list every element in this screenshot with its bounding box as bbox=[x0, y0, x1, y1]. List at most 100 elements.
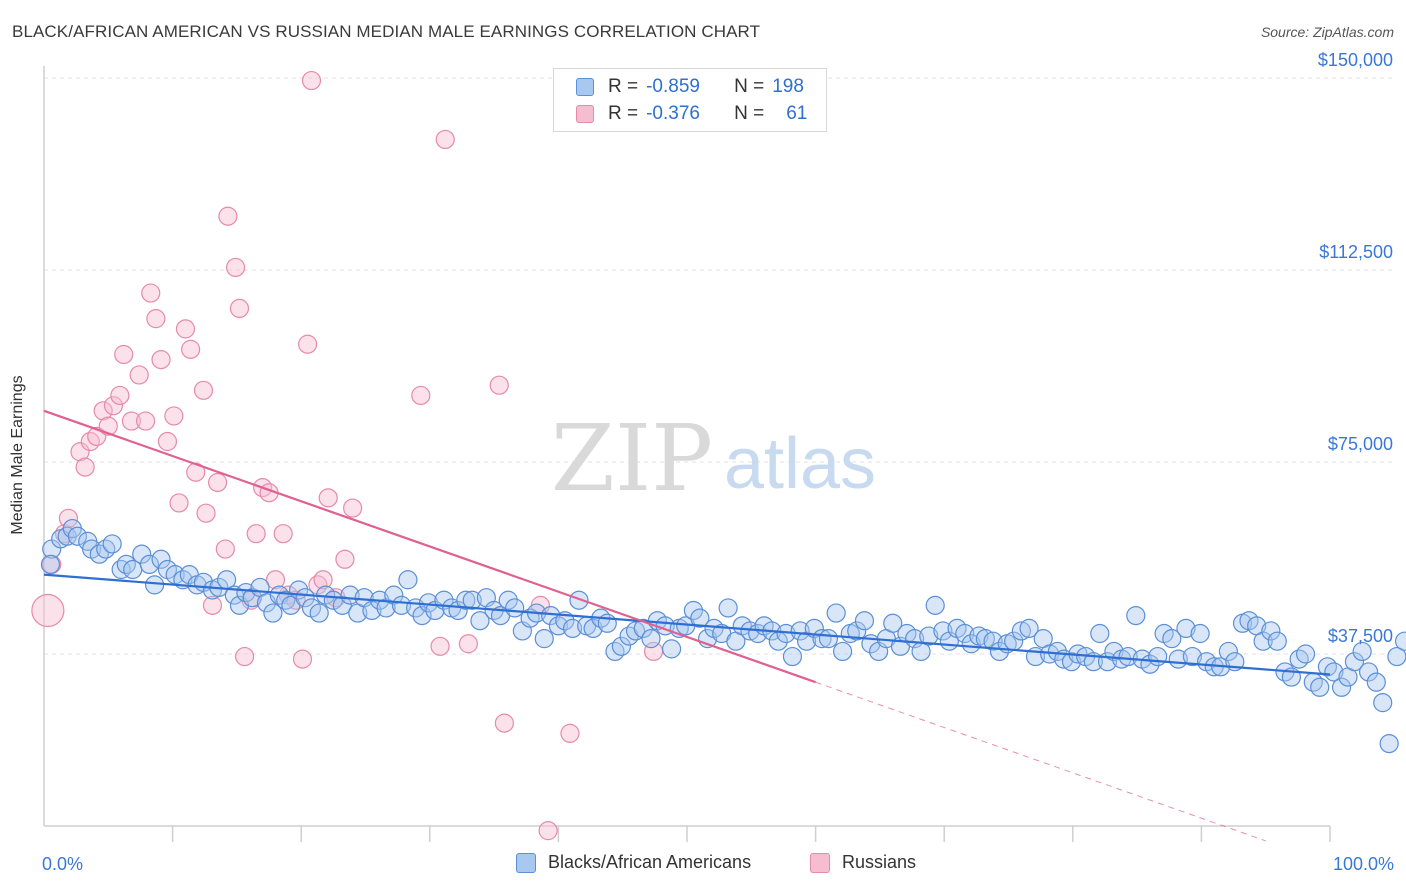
blacks-point bbox=[144, 575, 165, 595]
blacks-point bbox=[1317, 657, 1338, 677]
blacks-point bbox=[718, 598, 738, 618]
x-tick-label: 100.0% bbox=[1333, 854, 1394, 874]
russians-point bbox=[141, 283, 161, 303]
blacks-point bbox=[1148, 646, 1168, 667]
blacks-point bbox=[1324, 662, 1344, 682]
blacks-point bbox=[89, 544, 109, 564]
russians-point bbox=[226, 257, 246, 278]
russians-point bbox=[435, 129, 455, 150]
russians-point bbox=[103, 396, 124, 416]
y-tick-label: $150,000 bbox=[1318, 50, 1393, 70]
legend-r-label: R = bbox=[608, 103, 639, 124]
blacks-point bbox=[242, 588, 262, 608]
russians-point bbox=[246, 524, 266, 544]
blacks-point bbox=[116, 554, 136, 575]
russians-point bbox=[343, 498, 363, 518]
legend-n-value: 61 bbox=[786, 103, 808, 124]
blacks-point bbox=[933, 621, 953, 641]
russians-point bbox=[335, 549, 355, 569]
legend-n-label: N = bbox=[734, 76, 765, 97]
legend-swatch-pink bbox=[576, 105, 594, 123]
russians-point bbox=[75, 457, 95, 477]
russians-point bbox=[308, 575, 328, 595]
blacks-point bbox=[1352, 641, 1372, 662]
russians-point bbox=[70, 442, 90, 462]
russians-point bbox=[181, 339, 201, 359]
blacks-point bbox=[683, 600, 704, 621]
blacks-point bbox=[983, 631, 1003, 651]
russians-trend-extension bbox=[815, 681, 1266, 842]
russians-point bbox=[151, 350, 171, 370]
blacks-point bbox=[925, 595, 945, 615]
blacks-point bbox=[1218, 641, 1239, 662]
legend-item-blacks[interactable]: Blacks/African Americans bbox=[516, 852, 751, 873]
russians-point bbox=[98, 416, 118, 436]
blacks-point bbox=[362, 600, 382, 621]
blacks-point bbox=[569, 590, 589, 610]
russians-point bbox=[157, 431, 178, 452]
russians-point bbox=[215, 539, 235, 559]
legend-r-value: -0.376 bbox=[646, 103, 700, 124]
blacks-point bbox=[833, 641, 853, 662]
russians-point bbox=[489, 375, 509, 395]
russians-point bbox=[31, 593, 65, 628]
blacks-point bbox=[1267, 631, 1287, 651]
blacks-point bbox=[470, 611, 490, 631]
blacks-point bbox=[1379, 733, 1399, 754]
russians-point bbox=[196, 503, 216, 523]
blacks-point bbox=[955, 623, 975, 644]
blacks-point bbox=[534, 629, 554, 649]
russians-points bbox=[31, 70, 664, 841]
blacks-point bbox=[883, 613, 903, 633]
blacks-point bbox=[132, 544, 152, 564]
blacks-point bbox=[1295, 644, 1316, 664]
russians-point bbox=[218, 206, 238, 226]
russians-point bbox=[458, 634, 478, 654]
legend-n-label: N = bbox=[734, 103, 765, 124]
blacks-point bbox=[790, 621, 810, 641]
blacks-point bbox=[1373, 693, 1393, 713]
russians-point bbox=[292, 649, 313, 669]
blacks-point bbox=[1331, 677, 1352, 697]
blacks-point bbox=[332, 595, 352, 615]
blacks-point bbox=[854, 611, 875, 631]
legend-r-label: R = bbox=[608, 76, 639, 97]
blacks-point bbox=[1253, 631, 1273, 651]
blacks-point bbox=[1344, 652, 1365, 672]
series-legend: Blacks/African Americans Russians bbox=[0, 852, 1406, 876]
blacks-point bbox=[309, 603, 329, 623]
blacks-point bbox=[505, 598, 525, 618]
chart-title: BLACK/AFRICAN AMERICAN VS RUSSIAN MEDIAN… bbox=[12, 22, 761, 41]
russians-point bbox=[193, 380, 214, 400]
y-axis-label: Median Male Earnings bbox=[9, 375, 26, 535]
axes bbox=[43, 66, 1331, 842]
blacks-point bbox=[919, 626, 939, 646]
blacks-point bbox=[1019, 618, 1039, 639]
blacks-points bbox=[40, 518, 1406, 754]
source-label: Source: ZipAtlas.com bbox=[1260, 24, 1394, 40]
blacks-point bbox=[625, 621, 646, 641]
russians-point bbox=[164, 406, 184, 426]
legend-swatch-blue bbox=[576, 78, 594, 96]
russians-point bbox=[114, 344, 134, 365]
blacks-point bbox=[1310, 677, 1330, 697]
blacks-point bbox=[690, 608, 710, 628]
russians-trend-line bbox=[43, 409, 816, 684]
blacks-point bbox=[263, 603, 283, 623]
blacks-point bbox=[276, 590, 296, 610]
blacks-point bbox=[1394, 631, 1406, 651]
blacks-point bbox=[818, 629, 839, 649]
blacks-point bbox=[782, 646, 803, 667]
blacks-point bbox=[1366, 672, 1386, 692]
blacks-point bbox=[398, 570, 418, 590]
blacks-point bbox=[1162, 629, 1182, 649]
blacks-point bbox=[562, 618, 583, 639]
y-tick-label: $37,500 bbox=[1328, 626, 1393, 646]
blacks-point bbox=[40, 554, 61, 575]
y-tick-label: $75,000 bbox=[1328, 434, 1393, 454]
watermark-zip: ZIP bbox=[551, 405, 713, 512]
blacks-point bbox=[139, 554, 160, 575]
russians-point bbox=[175, 319, 196, 339]
russians-point bbox=[80, 431, 100, 452]
legend-item-russians[interactable]: Russians bbox=[810, 852, 916, 873]
